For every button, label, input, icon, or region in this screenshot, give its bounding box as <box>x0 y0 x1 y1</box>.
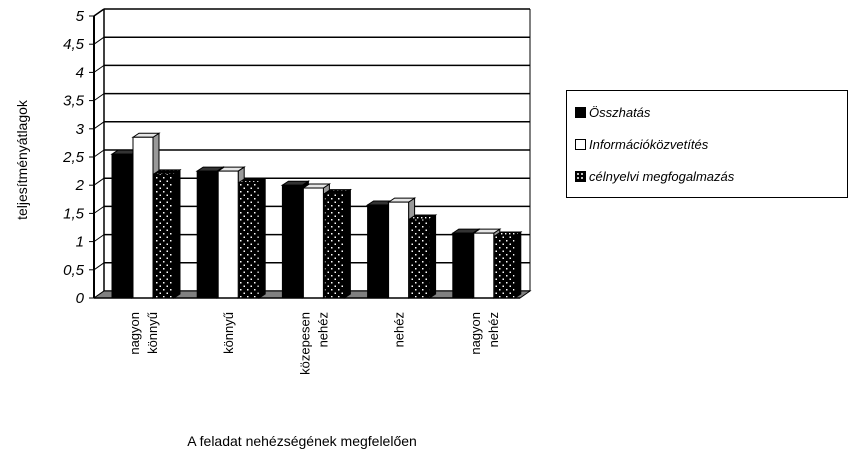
bar <box>153 173 175 299</box>
legend-swatch-dotted <box>575 170 586 182</box>
bar <box>452 232 474 299</box>
gridline-side <box>93 177 105 186</box>
gridline-side <box>93 234 105 243</box>
bar <box>196 170 218 299</box>
bar-side <box>514 231 522 299</box>
y-tick-label: 0 <box>76 290 85 307</box>
x-axis-title: A feladat nehézségének megfelelően <box>187 433 417 449</box>
y-tick-label: 1 <box>76 234 84 251</box>
bar <box>238 181 260 299</box>
y-tick-label: 0,5 <box>63 262 85 279</box>
x-category-label: könnyű <box>145 312 160 354</box>
y-tick-label: 2 <box>75 177 85 194</box>
x-category-label: közepesen <box>297 312 312 375</box>
legend-label: Információközvetítés <box>589 136 709 152</box>
bar <box>111 153 133 299</box>
legend: Összhatás Információközvetítés célnyelvi… <box>566 90 848 198</box>
y-axis-title: teljesítményátlagok <box>14 99 30 220</box>
bar-side <box>343 188 351 299</box>
bar <box>473 232 495 299</box>
gridline-side <box>93 205 105 214</box>
y-tick-label: 3 <box>76 121 85 138</box>
x-category-label: nagyon <box>127 312 142 355</box>
gridline-side <box>93 36 105 45</box>
bar <box>302 187 324 299</box>
gridline-side <box>93 149 105 158</box>
bar <box>132 136 154 299</box>
legend-item-osszhatas: Összhatás <box>575 103 650 121</box>
bar <box>323 193 345 299</box>
x-category-label: nehéz <box>315 312 330 347</box>
y-tick-label: 1,5 <box>63 205 85 222</box>
legend-label: Összhatás <box>589 104 651 120</box>
y-tick-label: 5 <box>76 8 85 25</box>
legend-item-informacio: Információközvetítés <box>575 135 708 153</box>
bar-side <box>429 214 437 299</box>
x-category-label: nehéz <box>392 312 407 347</box>
y-tick-label: 3,5 <box>63 93 85 110</box>
legend-label: célnyelvi megfogalmazás <box>589 168 735 184</box>
legend-swatch-white <box>575 138 586 150</box>
bar <box>217 170 239 299</box>
side-wall-edge <box>93 8 105 17</box>
x-category-label: nehéz <box>486 312 501 347</box>
gridline-side <box>93 93 105 102</box>
bar-side <box>258 177 266 299</box>
legend-item-celnyelvi: célnyelvi megfogalmazás <box>575 167 734 185</box>
y-tick-label: 4,5 <box>63 36 85 53</box>
bar <box>367 204 389 299</box>
legend-swatch-black <box>575 106 586 118</box>
bar-side <box>173 168 181 299</box>
axes <box>89 8 520 299</box>
gridline-side <box>93 64 105 73</box>
bar <box>388 201 410 299</box>
bar <box>494 235 516 299</box>
gridline-side <box>93 121 105 130</box>
gridline-side <box>93 262 105 271</box>
y-tick-label: 4 <box>76 64 84 81</box>
y-tick-label: 2,5 <box>62 149 85 166</box>
bars <box>110 132 523 299</box>
x-category-label: nagyon <box>468 312 483 355</box>
x-category-label: könnyű <box>221 312 236 354</box>
bar <box>281 184 303 299</box>
bar <box>409 218 431 299</box>
